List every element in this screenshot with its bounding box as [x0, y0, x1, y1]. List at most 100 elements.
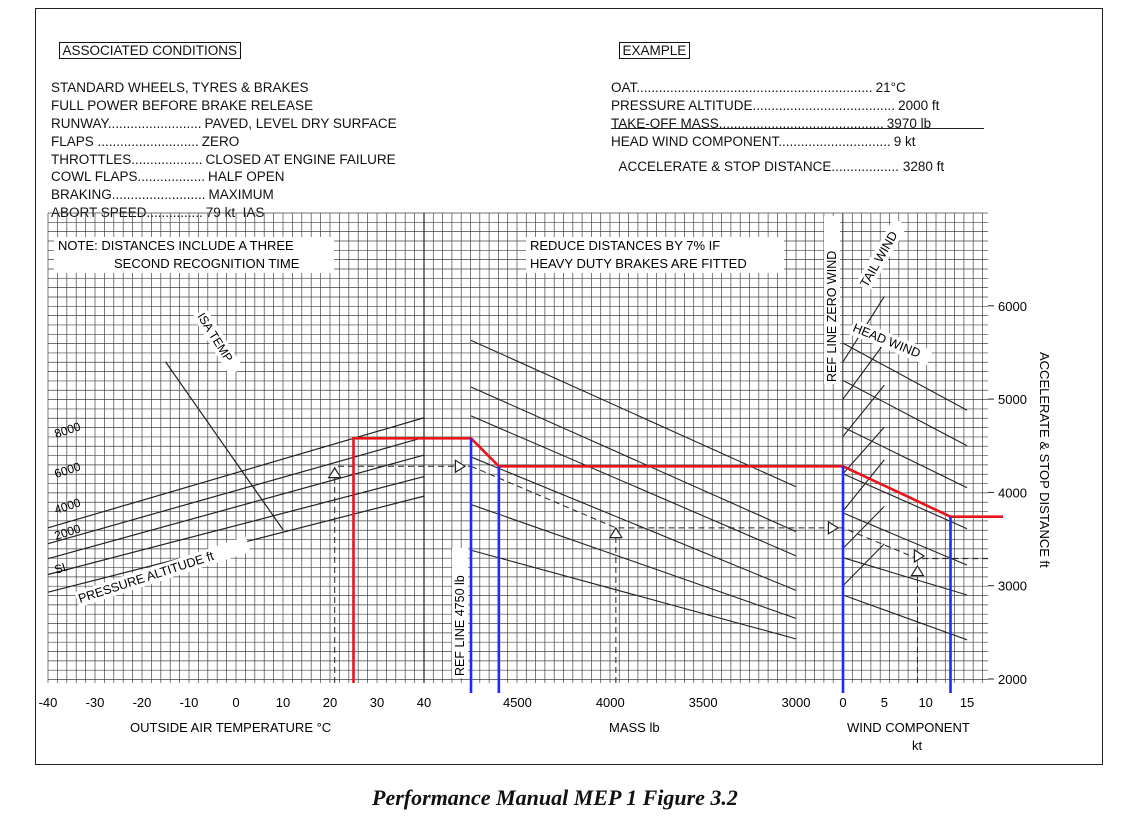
altitude-line: [47, 417, 425, 529]
x-axis-title-temperature: OUTSIDE AIR TEMPERATURE °C: [130, 720, 331, 735]
note-box-bg: [54, 237, 334, 273]
condition-value: 79 kt IAS: [205, 204, 265, 220]
red-overlay-path: [352, 436, 1003, 683]
condition-value: 21°C: [875, 80, 906, 96]
altitude-line: [165, 361, 284, 531]
condition-value: 3970 lb: [886, 115, 932, 131]
pressure-altitude-label-group: PRESSURE ALTITUDE ft: [74, 536, 251, 608]
condition-value: 9 kt: [893, 133, 916, 149]
condition-row: THROTTLES................... CLOSED AT EN…: [51, 151, 397, 169]
condition-label: RUNWAY.........................: [51, 115, 202, 131]
headwind-line: [842, 426, 968, 489]
tailwind-line: [842, 506, 885, 549]
x-tick-label: 3500: [689, 695, 718, 710]
altitude-line: [47, 475, 425, 576]
y-axis-title: ACCELERATE & STOP DISTANCE ft: [1037, 352, 1052, 568]
condition-value: HALF OPEN: [208, 169, 285, 185]
condition-label: TAKE-OFF MASS...........................…: [611, 115, 884, 131]
example-divider: [611, 128, 984, 129]
x-axis-title-wind-unit: kt: [912, 738, 923, 753]
dashed-path: [470, 465, 988, 560]
associated-conditions-title: ASSOCIATED CONDITIONS: [58, 41, 242, 59]
isa-temp-label: ISA TEMP: [194, 310, 235, 364]
dashed-path: [334, 465, 471, 683]
reduce-box-bg: [526, 237, 784, 273]
x-tick-label: -20: [133, 695, 152, 710]
associated-conditions: ASSOCIATED CONDITIONS STANDARD WHEELS, T…: [51, 24, 397, 240]
x-tick-label: 10: [918, 695, 932, 710]
x-tick-label: 3000: [782, 695, 811, 710]
condition-row: OAT.....................................…: [611, 79, 939, 97]
x-tick-label: 5: [881, 695, 888, 710]
example-dashed-path: [327, 459, 988, 683]
condition-row: STANDARD WHEELS, TYRES & BRAKES: [51, 79, 397, 97]
figure-caption: Performance Manual MEP 1 Figure 3.2: [372, 785, 738, 810]
x-tick-label: 20: [323, 695, 337, 710]
mass-guide-line: [470, 339, 797, 488]
x-tick-label: 4000: [596, 695, 625, 710]
pressure-altitude-label: PRESSURE ALTITUDE ft: [77, 549, 216, 606]
condition-label: COWL FLAPS..................: [51, 169, 206, 185]
overlay-lines: [352, 436, 1003, 693]
y-tick-label: 3000: [998, 579, 1027, 594]
chart-grid: [47, 212, 988, 683]
headwind-line: [842, 473, 968, 530]
x-axis-title-mass: MASS lb: [609, 720, 660, 735]
guide-lines: [47, 296, 968, 641]
condition-value: ZERO: [201, 133, 240, 149]
arrow-head: [827, 520, 840, 535]
note-line1: NOTE: DISTANCES INCLUDE A THREE: [58, 238, 294, 253]
altitude-line: [47, 436, 425, 545]
x-tick-label: 40: [417, 695, 431, 710]
condition-label: BRAKING.........................: [51, 187, 206, 203]
condition-row: ABORT SPEED............... 79 kt IAS: [51, 204, 397, 222]
tail-wind-label: TAIL WIND: [857, 229, 900, 290]
headwind-line: [842, 512, 968, 566]
condition-value: PAVED, LEVEL DRY SURFACE: [204, 115, 397, 131]
condition-label: STANDARD WHEELS, TYRES & BRAKES: [51, 80, 309, 96]
tailwind-line: [842, 459, 885, 512]
altitude-label: SL: [53, 559, 72, 577]
condition-row: FULL POWER BEFORE BRAKE RELEASE: [51, 97, 397, 115]
tailwind-line: [842, 384, 885, 437]
y-tick-label: 5000: [998, 392, 1027, 407]
ref-line-mass-label: REF LINE 4750 lb: [453, 575, 467, 676]
headwind-line: [842, 342, 968, 411]
condition-label: FLAPS ...........................: [51, 133, 199, 149]
condition-label: PRESSURE ALTITUDE.......................…: [611, 98, 896, 114]
tailwind-line: [842, 342, 885, 400]
condition-label: THROTTLES...................: [51, 151, 203, 167]
reduce-line2: HEAVY DUTY BRAKES ARE FITTED: [530, 256, 747, 271]
x-tick-label: -30: [86, 695, 105, 710]
note-line2: SECOND RECOGNITION TIME: [114, 256, 300, 271]
tailwind-line: [842, 543, 885, 587]
ref-line-mass-label-group: REF LINE 4750 lb: [452, 548, 468, 678]
condition-value: 2000 ft: [898, 98, 940, 114]
arrow-head: [608, 526, 623, 539]
mass-guide-line: [470, 386, 797, 533]
arrow-head: [454, 459, 467, 474]
tail-wind-label-group: TAIL WIND: [855, 217, 908, 292]
mass-guide-line: [470, 456, 797, 591]
reduce-line1: REDUCE DISTANCES BY 7% IF: [530, 238, 720, 253]
y-tick-label: 2000: [998, 672, 1027, 687]
x-tick-label: 0: [839, 695, 846, 710]
mass-guide-line: [470, 504, 797, 619]
ref-line-wind-label-group: REF LINE ZERO WIND: [824, 216, 840, 384]
tailwind-line: [842, 426, 885, 475]
x-tick-label: 30: [370, 695, 384, 710]
condition-row: COWL FLAPS.................. HALF OPEN: [51, 168, 397, 186]
x-tick-label: -10: [180, 695, 199, 710]
condition-row: FLAPS ........................... ZERO: [51, 133, 397, 151]
x-tick-label: 10: [276, 695, 290, 710]
condition-label: FULL POWER BEFORE BRAKE RELEASE: [51, 98, 314, 114]
condition-value: MAXIMUM: [208, 187, 274, 203]
example-result-value: 3280 ft: [902, 158, 945, 174]
x-tick-label: 0: [232, 695, 239, 710]
mass-guide-line: [470, 549, 797, 640]
condition-label: OAT.....................................…: [611, 80, 873, 96]
example-result: ACCELERATE & STOP DISTANCE..............…: [611, 140, 945, 176]
mass-guide-line: [470, 415, 797, 557]
